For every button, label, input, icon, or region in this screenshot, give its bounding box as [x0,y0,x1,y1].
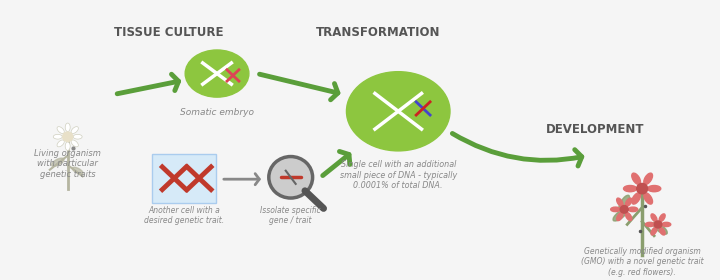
Ellipse shape [618,195,629,210]
Text: TISSUE CULTURE: TISSUE CULTURE [114,26,224,39]
Ellipse shape [617,213,623,221]
Ellipse shape [645,222,654,227]
Ellipse shape [73,134,82,139]
Text: TRANSFORMATION: TRANSFORMATION [316,26,441,39]
Ellipse shape [651,214,657,221]
Ellipse shape [653,222,667,234]
Ellipse shape [52,158,64,166]
Ellipse shape [72,167,83,174]
Circle shape [620,206,629,213]
Circle shape [636,183,647,194]
Ellipse shape [57,127,64,134]
Text: DEVELOPMENT: DEVELOPMENT [546,123,644,136]
Ellipse shape [613,209,627,221]
Ellipse shape [617,198,623,206]
Ellipse shape [629,207,638,212]
Text: Somatic embryo: Somatic embryo [180,108,254,117]
Ellipse shape [626,213,631,221]
Ellipse shape [644,193,652,204]
Circle shape [63,132,73,141]
Ellipse shape [66,123,70,132]
Ellipse shape [53,134,62,139]
Ellipse shape [660,214,665,221]
Ellipse shape [647,186,661,192]
Text: Living organism
with particular
genetic traits: Living organism with particular genetic … [35,149,101,179]
Text: Issolate specific
gene / trait: Issolate specific gene / trait [261,206,321,225]
Ellipse shape [611,207,620,212]
Ellipse shape [644,173,652,184]
Ellipse shape [631,193,641,204]
Ellipse shape [631,173,641,184]
Ellipse shape [71,140,78,147]
Ellipse shape [626,198,631,206]
Ellipse shape [651,227,657,235]
Text: Single cell with an additional
small piece of DNA - typically
0.0001% of total D: Single cell with an additional small pie… [340,160,457,190]
Ellipse shape [624,186,636,192]
Circle shape [654,221,662,228]
Text: Another cell with a
desired genetic trait.: Another cell with a desired genetic trai… [144,206,224,225]
Ellipse shape [57,140,64,147]
Ellipse shape [71,127,78,134]
Circle shape [269,157,312,198]
Ellipse shape [346,72,450,151]
FancyBboxPatch shape [153,154,216,203]
Ellipse shape [185,50,249,97]
Ellipse shape [66,142,70,150]
Ellipse shape [660,227,665,235]
Ellipse shape [662,222,671,227]
Text: Genetically modified organism
(GMO) with a novel genetic trait
(e.g. red flowers: Genetically modified organism (GMO) with… [581,247,703,277]
